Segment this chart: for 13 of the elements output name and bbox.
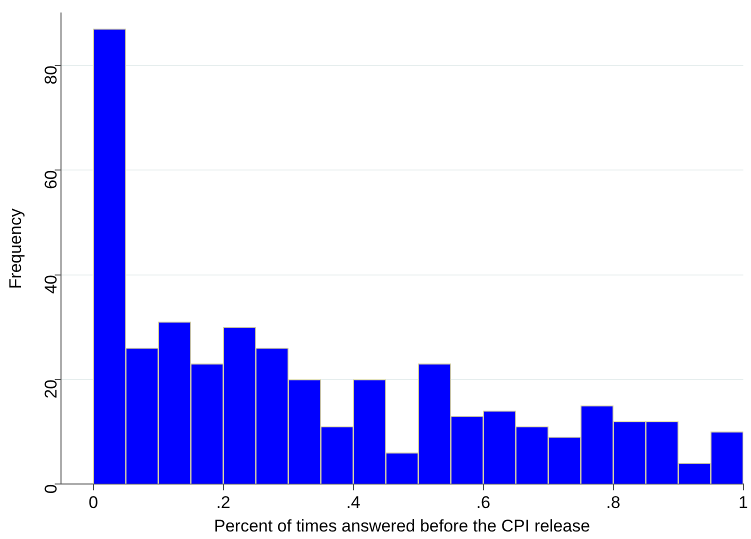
x-tick-label: .6 — [476, 493, 490, 512]
y-tick-label: 0 — [41, 484, 60, 494]
x-tick-label: 1 — [738, 493, 748, 512]
x-tick-label: .4 — [346, 493, 360, 512]
y-axis-title: Frequency — [6, 208, 25, 289]
x-tick-label: .2 — [216, 493, 230, 512]
x-tick-label: .8 — [606, 493, 620, 512]
y-tick-label: 20 — [41, 380, 60, 398]
x-tick-label: 0 — [88, 493, 98, 512]
y-tick-label: 80 — [41, 66, 60, 84]
y-tick-label: 40 — [41, 274, 60, 294]
x-axis-title: Percent of times answered before the CPI release — [214, 516, 590, 536]
y-tick-label: 60 — [41, 170, 60, 190]
